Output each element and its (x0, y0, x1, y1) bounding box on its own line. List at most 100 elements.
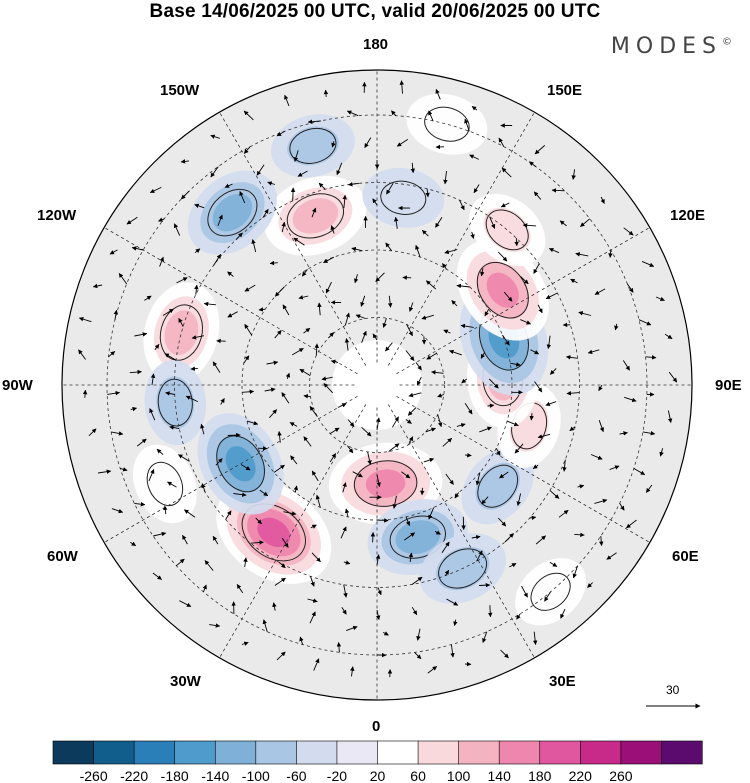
wind-arrow (159, 256, 164, 267)
wind-arrow (180, 159, 190, 164)
wind-arrow (411, 576, 423, 585)
wind-arrow (501, 167, 512, 178)
anomaly-blob (187, 170, 277, 255)
wind-arrow (297, 170, 308, 177)
wind-arrow (190, 366, 198, 371)
wind-arrow (309, 576, 315, 587)
wind-arrow (415, 244, 421, 258)
wind-arrow (587, 349, 600, 355)
wind-arrow (376, 417, 381, 431)
wind-arrow (134, 332, 148, 337)
wind-arrow (461, 378, 468, 384)
wind-arrow (410, 162, 416, 174)
wind-arrow (337, 403, 347, 408)
wind-arrow (367, 451, 372, 465)
wind-arrow (325, 281, 332, 294)
wind-arrow (499, 471, 509, 479)
wind-arrow (169, 425, 180, 430)
wind-arrow (624, 396, 637, 403)
wind-arrow (481, 496, 489, 505)
wind-arrow (236, 584, 244, 594)
wind-arrow (614, 323, 619, 331)
wind-arrow (118, 273, 128, 285)
wind-arrow (510, 362, 521, 367)
wind-arrow (514, 443, 524, 454)
wind-arrow (488, 378, 499, 389)
wind-arrow (154, 344, 160, 351)
wind-arrow (529, 413, 534, 421)
meridian (396, 395, 650, 543)
wind-arrow (158, 217, 165, 222)
meridian (387, 112, 535, 366)
lon-label-30e: 30E (549, 673, 576, 690)
wind-arrow (428, 507, 435, 520)
wind-arrow (201, 483, 206, 493)
wind-arrow (317, 302, 322, 316)
wind-arrow (664, 333, 673, 340)
wind-arrow (411, 606, 418, 616)
wind-arrow (344, 338, 350, 351)
wind-arrow (416, 628, 421, 641)
wind-arrow (224, 183, 233, 188)
wind-arrow (405, 516, 411, 527)
wind-arrow (385, 242, 392, 252)
wind-arrow (273, 464, 285, 473)
wind-arrow (346, 625, 358, 632)
wind-arrow (530, 349, 540, 355)
wind-arrow (425, 280, 437, 290)
wind-arrow (130, 541, 137, 547)
wind-arrow (376, 474, 381, 488)
wind-arrow (293, 150, 299, 162)
wind-arrow (149, 408, 156, 421)
wind-arrow (416, 376, 422, 386)
wind-arrow (200, 423, 205, 435)
wind-arrow (534, 145, 546, 155)
wind-arrow (311, 552, 321, 563)
wind-arrow (376, 518, 389, 523)
wind-arrow (575, 252, 589, 257)
wind-arrow (520, 276, 529, 285)
wind-arrow (258, 307, 266, 312)
wind-arrow (609, 465, 620, 471)
wind-arrow (659, 448, 664, 457)
wind-arrow (502, 334, 510, 346)
wind-arrow (572, 565, 579, 579)
wind-arrow (392, 495, 397, 509)
wind-arrow (642, 431, 656, 436)
anomaly-blob (270, 114, 355, 178)
wind-arrow (580, 218, 591, 227)
wind-arrow (341, 606, 347, 615)
wind-arrow (250, 540, 264, 545)
wind-arrow (449, 349, 462, 356)
wind-arrow (129, 369, 142, 375)
wind-arrow (276, 651, 286, 661)
wind-arrow (178, 317, 184, 327)
wind-arrow (217, 214, 223, 227)
wind-arrow (242, 389, 255, 394)
logo-text: MODES (610, 34, 722, 59)
wind-arrow (598, 420, 605, 433)
wind-arrow (522, 223, 537, 228)
wind-arrow (516, 493, 522, 507)
wind-arrow (323, 383, 334, 394)
wind-arrow (281, 392, 290, 404)
wind-arrow (340, 526, 347, 539)
wind-arrow (246, 420, 259, 426)
wind-arrow (521, 585, 528, 598)
wind-arrow (434, 530, 441, 535)
wind-arrow (668, 371, 678, 383)
logo-mark: © (722, 36, 732, 48)
wind-arrow (375, 609, 381, 621)
wind-arrow (470, 231, 475, 239)
wind-arrow (475, 472, 481, 486)
wind-arrow (210, 134, 220, 139)
wind-arrow (667, 410, 673, 424)
wind-arrow (498, 137, 505, 147)
lon-label-60e: 60E (672, 548, 699, 565)
wind-arrow (239, 190, 246, 204)
wind-arrow (560, 608, 566, 619)
wind-arrow (645, 484, 653, 493)
wind-arrow (82, 389, 88, 398)
wind-arrow (347, 445, 354, 454)
wind-arrow (285, 372, 291, 380)
